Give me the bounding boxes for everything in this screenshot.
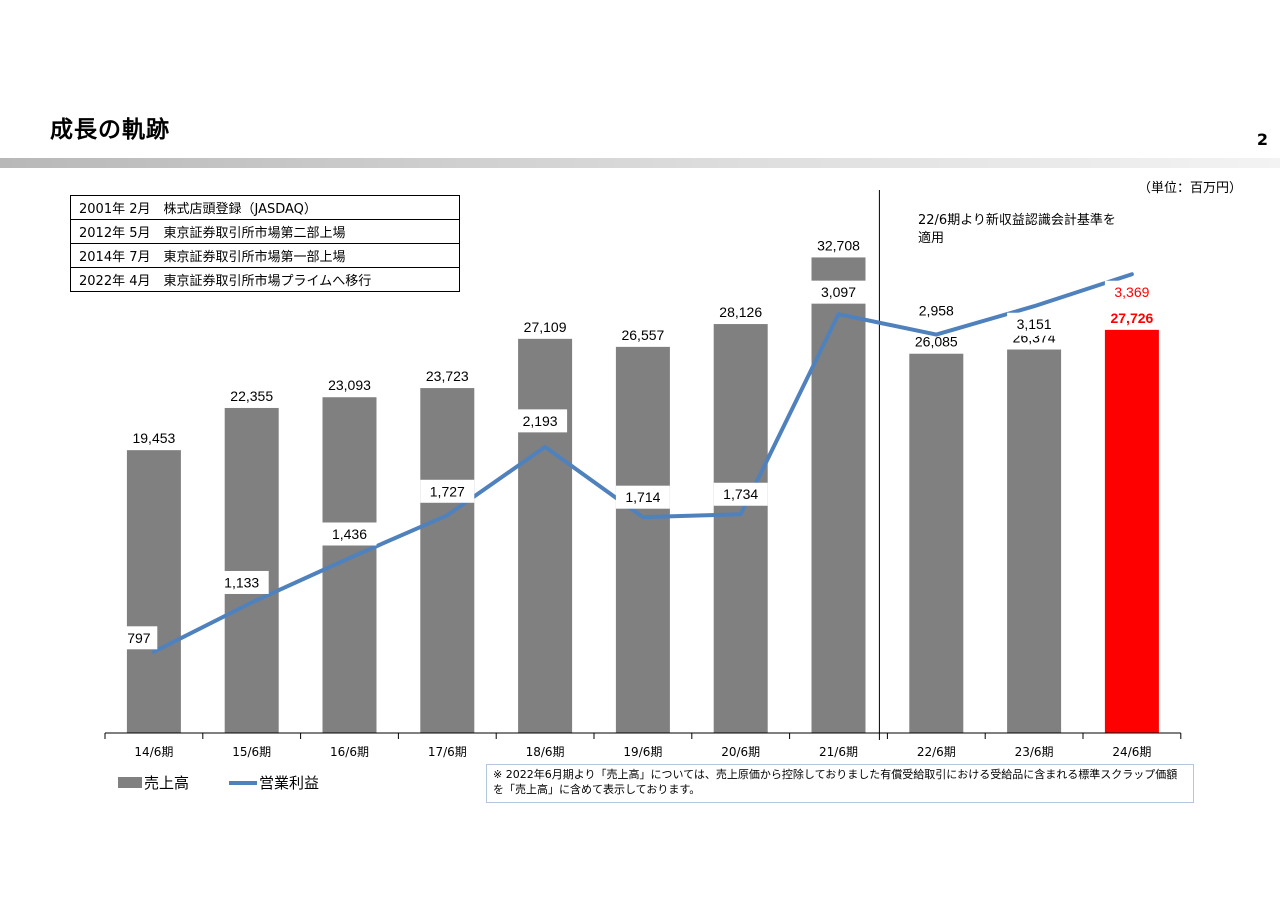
line-profit-label: 3,369 [1114,284,1149,300]
line-profit-label-box [120,626,158,650]
bar-sales-label: 26,085 [915,334,958,350]
line-profit-label-box [214,570,269,594]
bar-sales [615,346,670,733]
bar-sales-label: 22,355 [230,388,273,404]
history-row-text: 2012年 5月 東京証券取引所市場第二部上場 [70,219,460,244]
line-profit-label: 3,097 [821,284,856,300]
unit-label: （単位：百万円） [1137,181,1242,196]
history-row: 2012年 5月 東京証券取引所市場第二部上場 [70,219,460,244]
x-tick-label: 18/6期 [526,745,565,759]
line-profit-label-box [420,479,475,503]
footnote-box: ※ 2022年6月期より「売上高」については、売上原価から控除しておりました有償… [486,764,1194,803]
line-profit-label: 1,133 [224,574,259,590]
history-table: 2001年 2月 株式店頭登録（JASDAQ） 2012年 5月 東京証券取引所市… [70,195,460,292]
line-operating-profit [151,272,1134,654]
line-profit-label-box [1007,312,1062,336]
line-profit-label-box [713,482,768,506]
x-tick-label: 14/6期 [134,745,173,759]
history-row-text: 2022年 4月 東京証券取引所市場プライムへ移行 [70,267,460,292]
line-profit-label-box [513,409,568,433]
line-profit-label: 797 [127,630,151,646]
line-profit-label-box [811,280,866,304]
bar-sales-label: 28,126 [719,304,762,320]
bar-sales [811,257,866,733]
line-profit-label-box [615,485,670,509]
line-profit-label: 2,958 [919,303,954,319]
line-profit-label-box [909,299,964,323]
history-row: 2022年 4月 東京証券取引所市場プライムへ移行 [70,267,460,292]
bar-sales-label: 32,708 [817,237,860,253]
x-tick-label: 23/6期 [1015,745,1054,759]
x-tick-label: 21/6期 [819,745,858,759]
bar-sales-label: 19,453 [132,430,175,446]
line-profit-label: 1,436 [332,526,367,542]
bar-sales-label: 27,109 [524,319,567,335]
line-profit-label: 3,151 [1017,316,1052,332]
line-profit-label: 2,193 [523,413,558,429]
x-tick-label: 17/6期 [428,745,467,759]
x-tick-label: 24/6期 [1112,745,1151,759]
bar-sales-label: 23,723 [426,368,469,384]
line-profit-label-box [1104,280,1159,304]
x-tick-label: 22/6期 [917,745,956,759]
bar-sales-label: 23,093 [328,377,371,393]
title-divider-band [0,158,1280,168]
chart-legend: 売上高 営業利益 [118,772,319,793]
legend-bar-swatch [118,777,142,788]
bar-sales [420,388,475,733]
page-number: 2 [1256,130,1268,149]
bar-sales [909,353,964,733]
bar-sales [1007,349,1062,733]
bar-sales [126,450,181,733]
line-profit-label: 1,734 [723,486,758,502]
page-title: 成長の軌跡 [50,117,170,143]
x-tick-label: 19/6期 [623,745,662,759]
bar-sales [518,338,573,733]
accounting-change-note: 22/6期より新収益認識会計基準を適用 [918,213,1116,246]
legend-line-label: 営業利益 [259,774,320,792]
bar-sales-label: 27,726 [1110,310,1153,326]
line-profit-label: 1,727 [430,483,465,499]
line-profit-label-box [322,522,377,546]
bar-sales [1104,329,1159,733]
bar-sales-label: 26,557 [621,327,664,343]
x-tick-label: 16/6期 [330,745,369,759]
legend-line-swatch [229,780,258,785]
legend-bar-label: 売上高 [144,774,190,792]
x-tick-label: 20/6期 [721,745,760,759]
x-tick-label: 15/6期 [232,745,271,759]
bar-sales [713,324,768,733]
line-profit-label: 1,714 [625,489,660,505]
bar-sales [224,407,279,733]
